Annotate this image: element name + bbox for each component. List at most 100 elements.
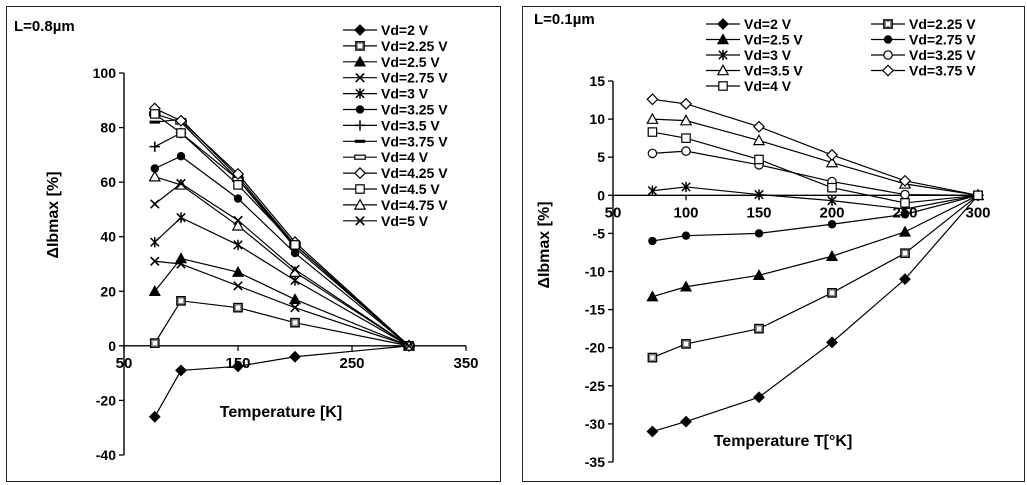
left-legend-marker xyxy=(353,167,367,180)
left-legend-marker xyxy=(355,216,365,226)
left-legend-label: Vd=3.75 V xyxy=(381,133,448,149)
left-data-point xyxy=(149,109,160,119)
left-data-point xyxy=(290,302,300,313)
left-series-vd-3-v xyxy=(150,212,414,352)
left-data-point xyxy=(148,285,161,296)
left-y-tick-label: 0 xyxy=(108,338,116,354)
right-data-point xyxy=(827,287,837,298)
left-legend-label: Vd=2.75 V xyxy=(381,70,448,86)
right-data-point xyxy=(825,250,839,261)
right-legend-item: Vd=2 V xyxy=(706,16,792,32)
right-chart-panel: L=0.1µm -35 -30 -25 -20 -15 -10 -5 0 5 10 15 50 100 15… xyxy=(522,0,1027,485)
right-x-tick-label: 300 xyxy=(965,204,990,221)
left-y-tick-label: 40 xyxy=(100,229,116,245)
right-y-tick-label: 15 xyxy=(589,73,605,89)
left-legend-marker xyxy=(355,72,365,83)
left-data-point xyxy=(149,338,160,348)
right-legend-label: Vd=2.25 V xyxy=(909,16,976,32)
right-data-point xyxy=(753,391,765,404)
left-chart-title: L=0.8µm xyxy=(14,18,75,35)
left-data-point xyxy=(233,239,243,251)
left-data-point xyxy=(289,350,301,363)
right-legend-marker xyxy=(718,81,728,91)
left-data-point xyxy=(148,170,161,182)
left-series-line xyxy=(154,260,410,347)
left-legend-marker xyxy=(355,105,365,114)
right-data-point xyxy=(754,229,764,238)
right-legend-label: Vd=3.75 V xyxy=(909,63,976,79)
right-series-line xyxy=(652,186,979,210)
right-data-point xyxy=(898,225,912,237)
right-legend-item: Vd=3.5 V xyxy=(706,63,803,79)
left-y-tick-label: -40 xyxy=(96,447,116,463)
left-legend-item: Vd=3.25 V xyxy=(343,102,448,118)
right-data-point xyxy=(647,148,658,159)
right-y-axis-label: ΔIbmax [%] xyxy=(536,201,553,288)
left-data-point xyxy=(150,256,160,267)
right-data-point xyxy=(754,154,764,165)
right-data-point xyxy=(900,210,910,219)
left-legend-marker xyxy=(355,88,365,99)
left-legend-item: Vd=4 V xyxy=(343,149,429,165)
left-legend-label: Vd=2 V xyxy=(381,22,429,38)
right-legend-marker xyxy=(716,33,730,45)
left-legend-item: Vd=4.75 V xyxy=(343,197,448,213)
right-legend: Vd=2 V Vd=2.25 VVd=2.5 V Vd=2.75 VVd=3 V Vd… xyxy=(706,16,976,94)
left-data-point xyxy=(150,164,159,173)
left-data-point xyxy=(148,410,161,423)
left-data-point xyxy=(290,264,300,275)
left-legend-item: Vd=3.75 V xyxy=(343,133,448,149)
right-legend-marker xyxy=(881,64,895,77)
right-x-tick-label: 150 xyxy=(746,204,771,221)
right-series-vd-3-25-v xyxy=(647,146,983,201)
left-data-point xyxy=(232,360,244,373)
right-series-line xyxy=(652,98,979,196)
right-chart-svg: L=0.1µm -35 -30 -25 -20 -15 -10 -5 0 5 10 15 50 100 15… xyxy=(534,11,991,470)
right-legend-item: Vd=3.25 V xyxy=(871,47,976,63)
left-data-point xyxy=(290,240,300,250)
left-legend-label: Vd=5 V xyxy=(381,213,429,229)
left-y-axis-label: ΔIbmax [%] xyxy=(45,171,62,258)
right-data-point xyxy=(825,148,839,161)
right-chart-title: L=0.1µm xyxy=(534,11,595,28)
right-legend-item: Vd=3 V xyxy=(706,47,792,63)
right-legend-marker xyxy=(883,19,893,29)
right-data-point xyxy=(827,182,837,193)
right-data-point xyxy=(899,273,911,286)
right-data-point xyxy=(826,336,838,349)
left-legend-item: Vd=2.5 V xyxy=(343,54,440,70)
left-data-point xyxy=(176,152,186,161)
left-legend-label: Vd=2.25 V xyxy=(381,38,448,54)
left-data-point xyxy=(231,265,245,277)
right-x-axis-label: Temperature T[°K] xyxy=(714,433,853,450)
right-data-point xyxy=(647,185,658,196)
left-legend-marker xyxy=(355,184,365,194)
right-data-point xyxy=(900,198,910,208)
left-data-point xyxy=(233,180,243,190)
left-legend-item: Vd=2 V xyxy=(343,22,429,38)
left-y-tick-label: 60 xyxy=(100,174,116,190)
left-data-point xyxy=(233,302,243,313)
right-data-point xyxy=(681,181,691,193)
left-data-point xyxy=(149,141,160,152)
right-legend-marker xyxy=(883,50,893,60)
left-legend-marker xyxy=(353,55,367,67)
left-legend-marker xyxy=(354,120,366,131)
left-y-tick-label: 100 xyxy=(93,65,117,81)
left-series-line xyxy=(154,155,410,347)
right-series-line xyxy=(652,194,979,298)
left-legend: Vd=2 VVd=2.25 VVd=2.5 VVd=2.75 VVd=3 VVd… xyxy=(343,22,448,229)
left-data-point xyxy=(150,236,160,248)
right-legend-label: Vd=3 V xyxy=(744,47,792,63)
left-legend-label: Vd=3.25 V xyxy=(381,102,448,118)
right-axes: -35-30-25-20-15-10-505101550100150200250… xyxy=(585,73,991,470)
left-axes: -40-2002040608010050150250350 xyxy=(93,65,479,463)
right-legend-marker xyxy=(883,35,893,44)
right-x-tick-label: 200 xyxy=(819,204,844,221)
left-data-point xyxy=(233,194,243,203)
left-legend-label: Vd=4.75 V xyxy=(381,197,448,213)
right-chart-frame xyxy=(522,6,1025,482)
left-x-tick-label: 50 xyxy=(116,355,133,372)
left-data-point xyxy=(174,114,188,127)
right-series-line xyxy=(652,194,979,242)
